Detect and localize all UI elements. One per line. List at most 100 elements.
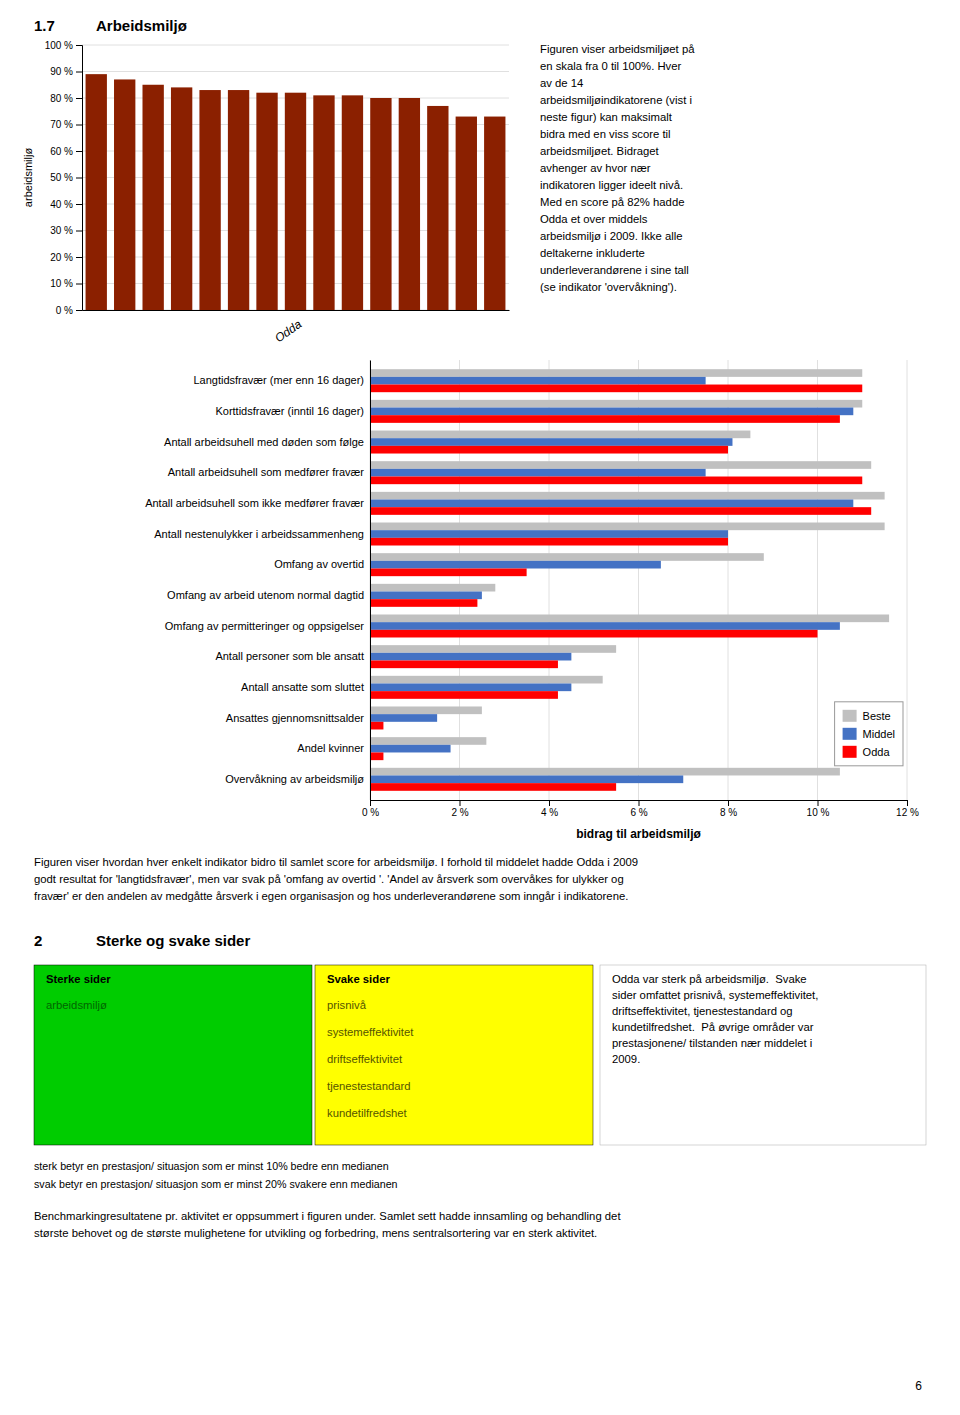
bar	[370, 523, 885, 531]
tick-mark	[818, 800, 819, 806]
grid-line	[370, 360, 371, 800]
text-line: bidra med en viss score til	[540, 128, 671, 140]
x-axis: 0 %2 %4 %6 %8 %10 %12 %	[362, 800, 919, 818]
text-line: prestasjonene/ tilstanden nær middelet i	[612, 1037, 812, 1049]
series	[370, 385, 871, 791]
text-line: Figuren viser hvordan hver enkelt indika…	[34, 856, 638, 868]
text-line: sider omfattet prisnivå, systemeffektivi…	[612, 989, 818, 1001]
grid-line	[549, 360, 550, 800]
text-line: godt resultat for 'langtidsfravær', men …	[34, 873, 624, 885]
bar	[370, 477, 862, 485]
tick-label: 0 %	[56, 305, 73, 316]
tick-label: Ansattes gjennomsnittsalder	[226, 711, 365, 723]
tick-label: Antall arbeidsuhell med døden som følge	[164, 436, 364, 448]
bar	[370, 676, 603, 684]
tick-mark	[76, 125, 82, 126]
text-line: 2009.	[612, 1053, 640, 1065]
tick-label: Overvåkning av arbeidsmiljø	[225, 773, 364, 785]
text-line: en skala fra 0 til 100%. Hver	[540, 60, 682, 72]
tick: Andel kvinner	[297, 742, 370, 754]
tick-label: Antall personer som ble ansatt	[215, 650, 364, 662]
footnote: sterk betyr en prestasjon/ situasjon som…	[34, 1160, 389, 1172]
bar	[370, 377, 706, 385]
bar	[370, 98, 391, 310]
text-line: driftseffektivitet, tjenestestandard og	[612, 1005, 793, 1017]
tick: 6 %	[630, 800, 647, 818]
tick-label: 20 %	[50, 252, 73, 263]
bar	[86, 74, 107, 310]
axis-line	[370, 361, 371, 801]
bar	[370, 584, 495, 592]
grid-line	[638, 360, 639, 800]
tick-label: 0 %	[362, 807, 379, 818]
tick: Antall personer som ble ansatt	[215, 650, 370, 662]
tick: Omfang av arbeid utenom normal dagtid	[167, 589, 370, 601]
tick: 10 %	[807, 800, 830, 818]
tick-label: 4 %	[541, 807, 558, 818]
text-line: neste figur) kan maksimalt	[540, 111, 673, 123]
bar	[370, 400, 862, 408]
tick: 0 %	[362, 800, 379, 818]
tick: Overvåkning av arbeidsmiljø	[225, 773, 370, 785]
box-background	[600, 965, 926, 1145]
grid-line	[82, 71, 509, 72]
tick: 50 %	[50, 172, 82, 183]
tick: Omfang av permitteringer og oppsigelser	[165, 620, 370, 632]
axis-line	[76, 46, 83, 311]
legend-frame	[835, 702, 903, 766]
tick: Antall arbeidsuhell som ikke medfører fr…	[145, 497, 370, 509]
bar	[370, 630, 818, 638]
text-line: største behovet og de største muligheten…	[34, 1227, 597, 1239]
text-line: fravær' er den andelen av medgåtte årsve…	[34, 890, 628, 902]
legend-item: Middel	[843, 728, 895, 740]
series	[370, 377, 853, 783]
box: Svake siderprisnivåsystemeffektivitetdri…	[315, 965, 593, 1145]
heading-text: Sterke og svake sider	[96, 932, 250, 949]
bars	[86, 74, 506, 310]
legend-label: Odda	[863, 746, 891, 758]
bar	[370, 737, 486, 745]
box-background	[315, 965, 593, 1145]
bar	[370, 530, 728, 538]
series	[370, 369, 889, 775]
tick-label: 70 %	[50, 119, 73, 130]
bar	[399, 98, 420, 310]
legend-label: Middel	[863, 728, 895, 740]
bar-chart: 0 %2 %4 %6 %8 %10 %12 %Langtidsfravær (m…	[145, 360, 919, 841]
tick: Korttidsfravær (inntil 16 dager)	[215, 405, 370, 417]
bar	[370, 553, 764, 561]
bar	[313, 95, 334, 310]
text-line: Benchmarkingresultatene pr. aktivitet er…	[34, 1210, 621, 1222]
box-header: Svake sider	[327, 973, 390, 985]
bar	[370, 492, 885, 500]
legend-item: Odda	[843, 746, 891, 758]
tick-label: Omfang av overtid	[274, 558, 364, 570]
legend-swatch	[843, 746, 857, 758]
bar	[199, 90, 220, 310]
bars	[370, 369, 889, 791]
tick-label: 30 %	[50, 225, 73, 236]
tick-label: Antall nestenulykker i arbeidssammenheng	[154, 528, 364, 540]
bar	[285, 93, 306, 310]
axis-line	[83, 310, 510, 311]
text-line: arbeidsmiljøet. Bidraget	[540, 145, 660, 157]
text-line: (se indikator 'overvåkning').	[540, 281, 677, 293]
bar	[370, 622, 840, 630]
bar	[342, 95, 363, 310]
bar	[114, 79, 135, 310]
bar	[370, 714, 437, 722]
footnote: svak betyr en prestasjon/ situasjon som …	[34, 1178, 398, 1190]
bar	[370, 569, 527, 577]
grid-line	[817, 360, 818, 800]
tick-label: Antall arbeidsuhell som medfører fravær	[168, 466, 365, 478]
tick-label: Korttidsfravær (inntil 16 dager)	[215, 405, 364, 417]
tick: 0 %	[56, 305, 82, 316]
tick-label: 2 %	[451, 807, 468, 818]
page-number: 6	[915, 1379, 922, 1393]
text-line: kundetilfredshet. På øvrige områder var	[612, 1021, 814, 1033]
tick-mark	[76, 45, 82, 46]
bar	[370, 653, 571, 661]
tick-mark	[907, 800, 908, 806]
tick-label: Omfang av arbeid utenom normal dagtid	[167, 589, 364, 601]
bar	[370, 660, 558, 668]
